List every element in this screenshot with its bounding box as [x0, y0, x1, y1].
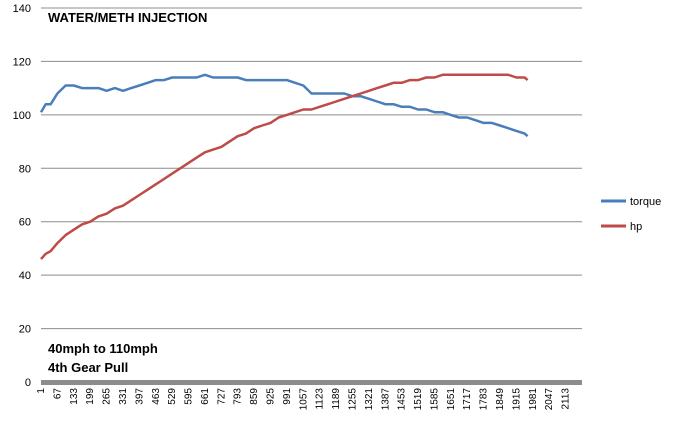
x-tick-label: 1123 — [315, 388, 326, 410]
x-tick-label: 991 — [282, 388, 293, 405]
x-axis-ticks: 1 67 133 199 265 331 397 463 529 595 661 727 793 859 9… — [36, 388, 572, 411]
y-tick-label: 0 — [25, 377, 31, 389]
annotation-line-2: 4th Gear Pull — [48, 360, 128, 375]
x-tick-label: 1387 — [380, 388, 391, 411]
x-tick-label: 199 — [85, 388, 96, 405]
x-tick-label: 1519 — [413, 388, 424, 411]
x-tick-label: 331 — [118, 388, 129, 405]
x-tick-label: 133 — [69, 388, 80, 405]
y-tick-label: 120 — [13, 56, 31, 68]
series-lines — [39, 73, 529, 260]
x-tick-label: 1651 — [446, 388, 457, 411]
x-tick-label: 265 — [102, 388, 113, 405]
x-tick-label: 1585 — [429, 388, 440, 411]
x-tick-label: 1189 — [331, 388, 342, 410]
y-tick-label: 20 — [19, 324, 31, 336]
x-tick-label: 2113 — [561, 388, 572, 410]
x-tick-label: 529 — [167, 388, 178, 405]
gridlines — [41, 7, 582, 330]
y-tick-label: 140 — [13, 3, 31, 15]
x-tick-label: 1783 — [479, 388, 490, 411]
x-tick-label: 859 — [249, 388, 260, 405]
x-tick-label: 595 — [184, 388, 195, 405]
annotation-line-1: 40mph to 110mph — [48, 341, 158, 356]
x-tick-label: 1 — [36, 388, 47, 394]
x-tick-label: 925 — [266, 388, 277, 405]
legend-label-hp: hp — [630, 221, 642, 233]
x-tick-label: 1915 — [511, 388, 522, 411]
x-tick-label: 463 — [151, 388, 162, 405]
x-axis-line — [41, 380, 582, 385]
x-tick-label: 1453 — [397, 388, 408, 411]
y-tick-label: 40 — [19, 270, 31, 282]
chart-title: WATER/METH INJECTION — [48, 10, 207, 25]
y-tick-label: 80 — [19, 163, 31, 175]
x-tick-label: 67 — [52, 388, 63, 400]
x-tick-label: 1321 — [364, 388, 375, 411]
x-tick-label: 1981 — [528, 388, 539, 411]
y-axis-ticks: 0 20 40 60 80 100 120 140 — [13, 3, 31, 389]
y-tick-label: 100 — [13, 110, 31, 122]
x-tick-label: 1849 — [495, 388, 506, 411]
y-tick-label: 60 — [19, 217, 31, 229]
x-tick-label: 661 — [200, 388, 211, 405]
series-line-hp — [40, 73, 529, 260]
series-line-torque — [39, 73, 529, 138]
x-tick-label: 727 — [216, 388, 227, 405]
legend: torque hp — [601, 196, 661, 233]
legend-label-torque: torque — [630, 196, 661, 208]
x-tick-label: 1255 — [347, 388, 358, 411]
x-tick-label: 1057 — [298, 388, 309, 411]
x-tick-label: 397 — [134, 388, 145, 405]
x-tick-label: 1717 — [462, 388, 473, 411]
x-axis — [41, 380, 582, 385]
x-tick-label: 2047 — [544, 388, 555, 411]
x-tick-label: 793 — [233, 388, 244, 405]
